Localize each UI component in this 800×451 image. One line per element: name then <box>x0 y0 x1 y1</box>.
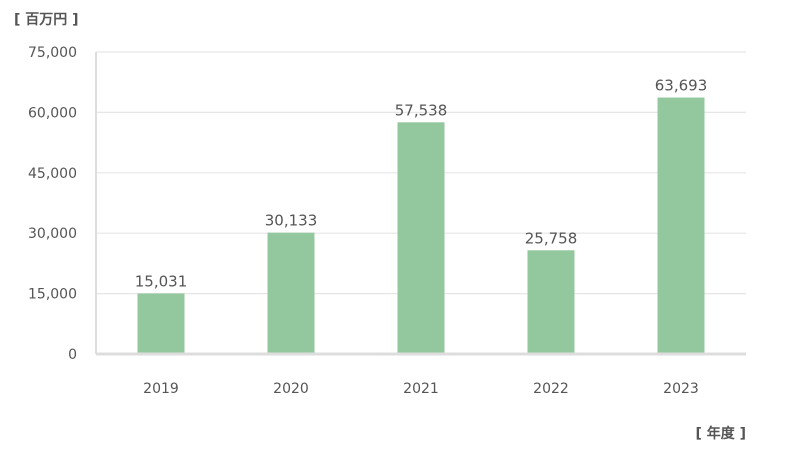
x-tick-label-2021: 2021 <box>403 381 439 397</box>
bar-2021 <box>397 122 445 354</box>
data-labels: 15,031 30,133 57,538 25,758 63,693 <box>135 77 708 291</box>
x-tick-label-2020: 2020 <box>273 381 309 397</box>
x-axis-ticks: 2019 2020 2021 2022 2023 <box>143 381 699 397</box>
data-label-2019: 15,031 <box>135 272 188 290</box>
y-tick-label: 15,000 <box>28 287 77 303</box>
data-label-2020: 30,133 <box>265 212 318 230</box>
data-label-2021: 57,538 <box>395 101 448 119</box>
x-tick-label-2019: 2019 <box>143 381 179 397</box>
bar-2022 <box>527 250 575 354</box>
x-unit-label: [ 年度 ] <box>695 425 746 442</box>
data-label-2022: 25,758 <box>525 229 578 247</box>
y-unit-label: [ 百万円 ] <box>14 12 79 28</box>
bar-2023 <box>657 97 705 355</box>
y-tick-label: 30,000 <box>28 226 77 242</box>
x-tick-label-2022: 2022 <box>533 381 569 397</box>
y-tick-label: 75,000 <box>28 45 77 61</box>
y-tick-label: 45,000 <box>28 166 77 182</box>
bars <box>137 97 705 355</box>
data-label-2023: 63,693 <box>655 77 708 95</box>
y-tick-label: 60,000 <box>28 105 77 121</box>
y-tick-label: 0 <box>68 347 77 363</box>
y-axis-ticks: 0 15,000 30,000 45,000 60,000 75,000 <box>28 45 77 363</box>
bar-2019 <box>137 293 185 354</box>
bar-2020 <box>267 232 315 354</box>
x-tick-label-2023: 2023 <box>663 381 699 397</box>
